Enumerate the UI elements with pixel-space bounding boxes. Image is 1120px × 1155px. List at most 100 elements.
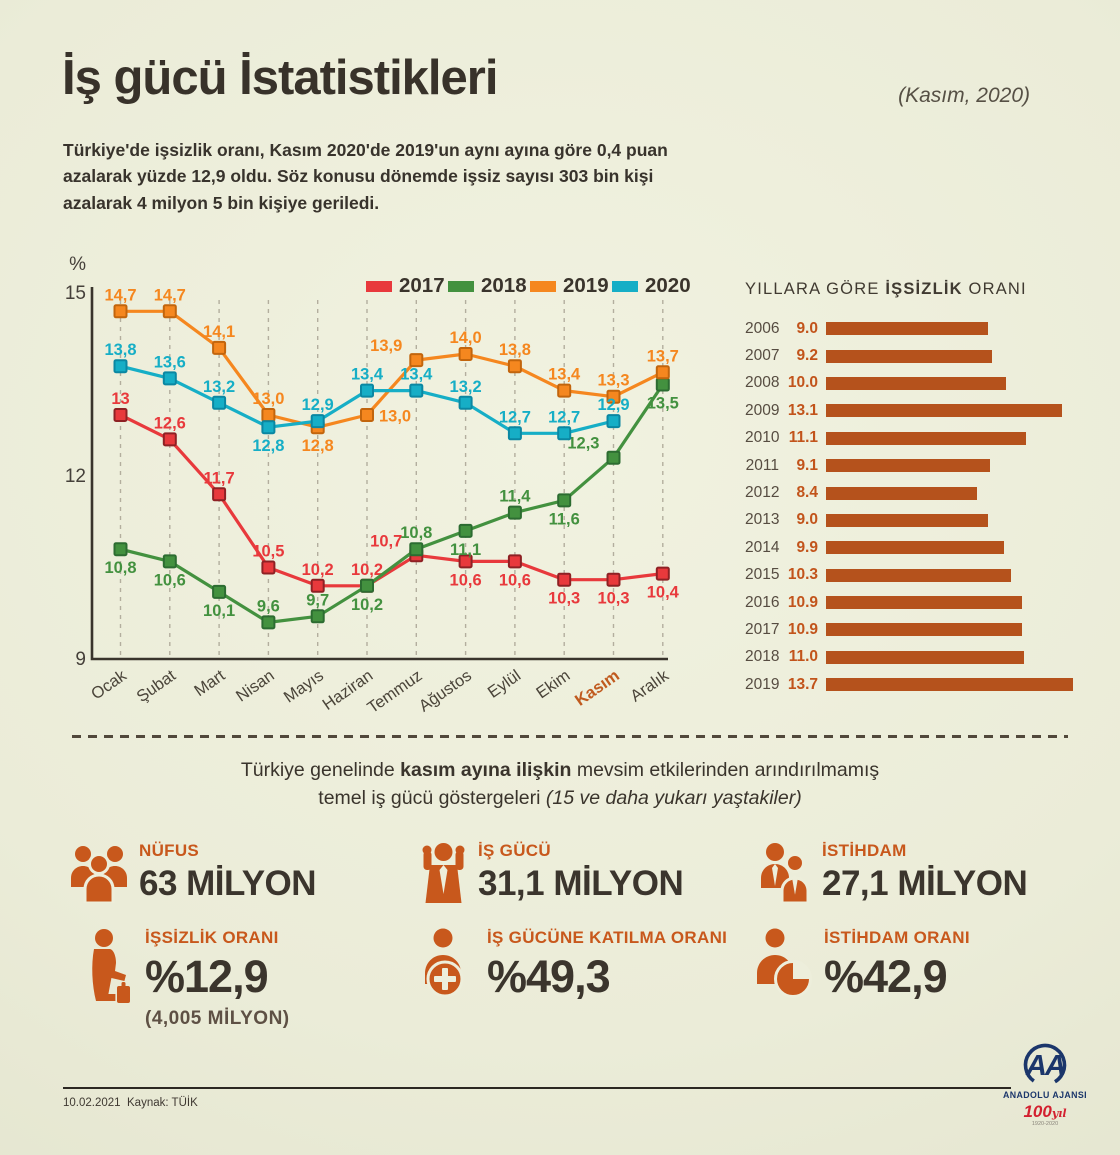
bar-row-2006: 2006 9.0 <box>745 315 1077 342</box>
marker-2018 <box>557 493 572 508</box>
population-icon <box>71 846 127 903</box>
bar-track <box>826 486 1077 500</box>
data-label-2019: 13,0 <box>379 408 411 426</box>
data-label-2018: 11,6 <box>549 510 580 528</box>
data-label-2017: 10,2 <box>302 561 334 579</box>
bar-value-label: 11.1 <box>788 429 818 447</box>
marker-2018 <box>310 609 325 624</box>
marker-2018 <box>360 578 374 593</box>
data-label-2019: 13,7 <box>647 347 679 365</box>
bar-year-label: 2012 <box>745 484 780 502</box>
marker-2018 <box>458 523 473 538</box>
data-label-2018: 10,8 <box>400 524 432 542</box>
legend-label-2019: 2019 <box>563 274 609 297</box>
data-label-2019: 12,8 <box>302 437 334 455</box>
bar-year-label: 2019 <box>745 675 780 693</box>
stat-text: İŞSİZLİK ORANI %12,9 (4,005 MİLYON) <box>145 928 290 1030</box>
marker-2018 <box>507 505 522 520</box>
bar-year-label: 2006 <box>745 319 780 337</box>
aa-anniversary-years: 1920-2020 <box>1031 1121 1059 1127</box>
month-label-Aralık: Aralık <box>627 666 672 705</box>
marker-2019 <box>113 304 128 319</box>
anadolu-agency-logo: AA ANADOLU AJANSI 100yıl 1920-2020 <box>1000 1042 1090 1127</box>
month-label-Nisan: Nisan <box>233 667 278 706</box>
data-label-2018: 12,3 <box>567 435 599 453</box>
data-label-2017: 10,4 <box>647 584 680 602</box>
bar-row-2011: 2011 9.1 <box>745 452 1077 479</box>
data-label-2018: 10,6 <box>154 571 186 589</box>
data-label-2017: 10,5 <box>252 543 284 561</box>
bar-rows: 2006 9.0 2007 9.2 2008 10.0 2009 13.1 2010 11.1 20… <box>745 315 1077 698</box>
stat-label: İŞ GÜCÜNE KATILMA ORANI <box>487 928 728 947</box>
month-label-Temmuz: Temmuz <box>364 667 425 718</box>
marker-2019 <box>655 365 670 380</box>
marker-2019 <box>458 347 473 361</box>
bar-track <box>826 596 1077 610</box>
stat-text: İSTİHDAM ORANI %42,9 <box>824 928 970 1003</box>
marker-2018 <box>113 542 128 557</box>
marker-2018 <box>606 450 621 465</box>
mid-line2-pre: temel iş gücü göstergeleri <box>318 786 546 809</box>
stat-employment: İSTİHDAM 27,1 MİLYON <box>757 841 1028 904</box>
marker-2017 <box>261 560 276 575</box>
bar-row-2019: 2019 13.7 <box>745 671 1077 698</box>
bar-row-2016: 2016 10.9 <box>745 589 1077 616</box>
intro-text: Türkiye'de işsizlik oranı, Kasım 2020'de… <box>63 140 668 213</box>
data-label-2018: 11,1 <box>450 541 481 559</box>
data-label-2017: 11,7 <box>203 469 234 487</box>
month-label-Ağustos: Ağustos <box>416 667 475 716</box>
bar-track <box>826 431 1077 445</box>
stat-value: 27,1 MİLYON <box>822 864 1028 903</box>
month-label-Ekim: Ekim <box>533 667 573 703</box>
bar-title-post: ORANI <box>962 280 1027 298</box>
marker-2019 <box>606 389 621 404</box>
bar-value-label: 8.4 <box>796 484 818 502</box>
data-label-2019: 14,7 <box>104 286 136 304</box>
bar-year-label: 2013 <box>745 511 780 529</box>
legend-swatch-2017 <box>366 281 392 292</box>
marker-2020 <box>162 371 177 386</box>
data-label-2020: 13,6 <box>154 353 186 371</box>
data-label-2020: 12,7 <box>499 408 531 426</box>
data-label-2020: 13,2 <box>450 378 482 396</box>
marker-2020 <box>557 426 572 441</box>
line-2017 <box>119 413 663 588</box>
stat-label: İŞSİZLİK ORANI <box>145 928 279 947</box>
marker-2017 <box>458 554 473 569</box>
bar-track <box>826 404 1077 418</box>
month-label-Kasım: Kasım <box>572 667 623 710</box>
data-label-2017: 10,3 <box>597 590 629 608</box>
marker-2017 <box>655 566 670 581</box>
month-label-Şubat: Şubat <box>133 666 179 706</box>
marker-2017 <box>606 572 621 587</box>
data-label-2017: 10,6 <box>499 571 531 589</box>
bar-fill <box>826 541 1005 555</box>
bar-row-2009: 2009 13.1 <box>745 397 1077 424</box>
bar-track <box>826 459 1077 473</box>
bar-row-2013: 2013 9.0 <box>745 507 1077 534</box>
aa-100-number: 100 <box>1023 1102 1052 1121</box>
marker-2020 <box>409 383 424 398</box>
bar-row-2017: 2017 10.9 <box>745 616 1077 643</box>
stat-label: İSTİHDAM ORANI <box>824 928 970 947</box>
data-label-2019: 13,4 <box>548 366 581 384</box>
bar-value-label: 10.9 <box>787 593 818 611</box>
legend-label-2020: 2020 <box>645 274 691 297</box>
data-label-2019: 13,0 <box>252 390 284 408</box>
marker-2019 <box>557 383 572 398</box>
participation-icon <box>425 928 464 998</box>
employment-icon <box>761 843 810 903</box>
monthly-unemployment-line-chart: % 15 12 9 2017 2018 2019 2020 13 12,6 11,7 10,5 10,2… <box>65 254 691 718</box>
unemployed-person-icon <box>92 929 130 1003</box>
data-label-2018: 10,1 <box>203 602 235 620</box>
bar-fill <box>826 568 1012 582</box>
bar-value-label: 9.2 <box>796 347 818 365</box>
data-label-2020: 12,8 <box>252 437 284 455</box>
bar-year-label: 2017 <box>745 620 780 638</box>
footer-source: Kaynak: TÜİK <box>127 1097 198 1109</box>
bar-value-label: 10.9 <box>787 620 818 638</box>
bar-value-label: 11.0 <box>788 648 818 666</box>
data-label-2017: 13 <box>111 390 129 408</box>
marker-2017 <box>212 487 227 502</box>
stat-label: İSTİHDAM <box>822 841 907 860</box>
